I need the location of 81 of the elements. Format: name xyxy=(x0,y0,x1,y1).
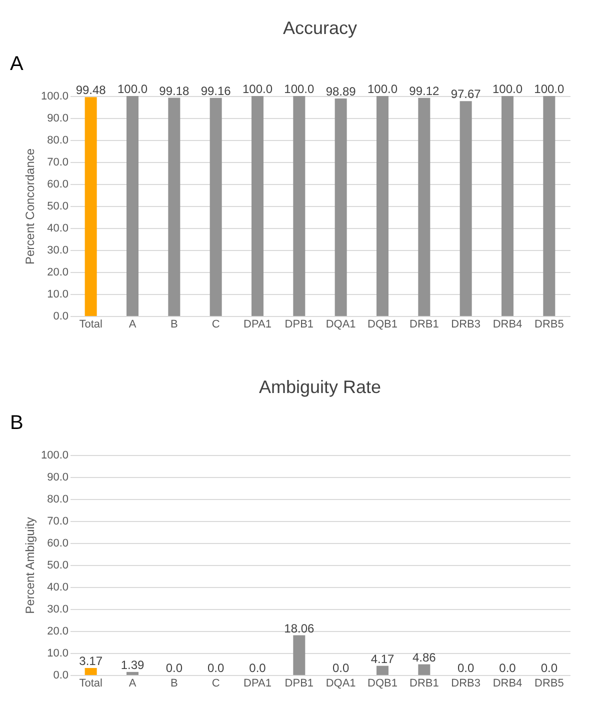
y-tick-label: 30.0 xyxy=(47,244,68,256)
y-tick-label: 100.0 xyxy=(40,450,68,462)
x-tick-label: DRB5 xyxy=(534,318,564,330)
x-tick-label: B xyxy=(170,678,178,690)
x-tick-label: A xyxy=(128,318,137,330)
y-tick-label: 100.0 xyxy=(40,90,68,102)
x-tick-label: DRB3 xyxy=(451,318,481,330)
y-axis-title: Percent Concordance xyxy=(22,148,37,265)
data-label: 100.0 xyxy=(117,82,148,96)
data-label: 18.06 xyxy=(284,621,315,636)
data-label: 0.0 xyxy=(166,661,183,675)
data-label: 0.0 xyxy=(540,661,558,675)
chart-title: Accuracy xyxy=(282,18,358,38)
text: A xyxy=(10,53,24,75)
x-tick-label: DRB4 xyxy=(492,678,522,690)
y-tick-label: 40.0 xyxy=(47,222,68,234)
y-tick-label: 80.0 xyxy=(47,134,68,146)
x-tick-label: DPB1 xyxy=(284,678,314,690)
data-label: 4.86 xyxy=(412,650,436,664)
bar xyxy=(293,635,306,675)
data-label: 100.0 xyxy=(242,82,273,96)
data-label: 100.0 xyxy=(367,82,398,96)
y-tick-label: 50.0 xyxy=(47,560,68,572)
chart-title: Ambiguity Rate xyxy=(258,377,382,397)
y-tick-label: 40.0 xyxy=(47,582,68,594)
y-tick-label: 80.0 xyxy=(47,494,68,506)
y-tick-label: 20.0 xyxy=(47,626,68,638)
y-tick-label: 60.0 xyxy=(47,178,68,190)
bar xyxy=(84,668,97,675)
y-tick-label: 20.0 xyxy=(47,266,68,278)
y-tick-label: 90.0 xyxy=(47,112,68,124)
y-axis-title: Percent Ambiguity xyxy=(22,517,37,614)
text: B xyxy=(10,412,24,434)
x-tick-label: B xyxy=(170,318,178,330)
y-tick-label: 10.0 xyxy=(47,288,68,300)
y-tick-label: 50.0 xyxy=(47,200,68,212)
y-tick-label: 70.0 xyxy=(47,516,68,528)
y-tick-label: 30.0 xyxy=(47,604,68,616)
bar xyxy=(376,666,388,675)
data-label: 0.0 xyxy=(332,661,350,675)
bar xyxy=(126,672,138,675)
x-tick-label: Total xyxy=(79,678,102,690)
data-label: 99.18 xyxy=(159,84,190,98)
x-tick-label: DRB1 xyxy=(409,318,439,330)
y-tick-label: 0.0 xyxy=(53,670,68,682)
y-tick-label: 60.0 xyxy=(47,538,68,550)
data-label: 99.16 xyxy=(200,84,232,98)
data-label: 97.67 xyxy=(450,87,482,102)
data-label: 100.0 xyxy=(284,82,315,96)
x-tick-label: DRB4 xyxy=(492,318,522,330)
y-tick-label: 0.0 xyxy=(53,310,68,322)
data-label: 99.48 xyxy=(76,83,106,98)
data-label: 0.0 xyxy=(499,661,516,675)
x-tick-label: Total xyxy=(79,318,102,330)
data-label: 100.0 xyxy=(534,82,565,96)
x-tick-label: DQB1 xyxy=(368,678,398,690)
data-label: 1.39 xyxy=(120,658,144,672)
x-tick-label: DQB1 xyxy=(368,318,398,330)
x-tick-label: C xyxy=(212,318,220,330)
x-tick-label: DRB3 xyxy=(451,678,481,690)
bar xyxy=(418,664,430,675)
x-tick-label: DPA1 xyxy=(244,318,272,330)
data-label: 99.12 xyxy=(409,84,440,98)
data-label: 100.0 xyxy=(492,82,523,96)
x-tick-label: DRB5 xyxy=(534,678,564,690)
data-label: 4.17 xyxy=(370,652,394,666)
data-label: 0.0 xyxy=(249,661,266,675)
x-tick-label: DRB1 xyxy=(409,678,439,690)
x-tick-label: DPA1 xyxy=(244,678,272,690)
y-tick-label: 70.0 xyxy=(47,156,68,168)
x-tick-label: DPB1 xyxy=(284,318,314,330)
y-tick-label: 90.0 xyxy=(47,472,68,484)
y-tick-label: 10.0 xyxy=(47,648,68,660)
x-tick-label: A xyxy=(128,678,137,690)
data-label: 0.0 xyxy=(207,661,224,675)
data-label: 3.17 xyxy=(79,654,103,668)
data-label: 98.89 xyxy=(326,84,356,98)
x-tick-label: DQA1 xyxy=(326,318,356,330)
data-label: 0.0 xyxy=(457,661,474,675)
x-tick-label: C xyxy=(212,678,220,690)
x-tick-label: DQA1 xyxy=(326,678,356,690)
